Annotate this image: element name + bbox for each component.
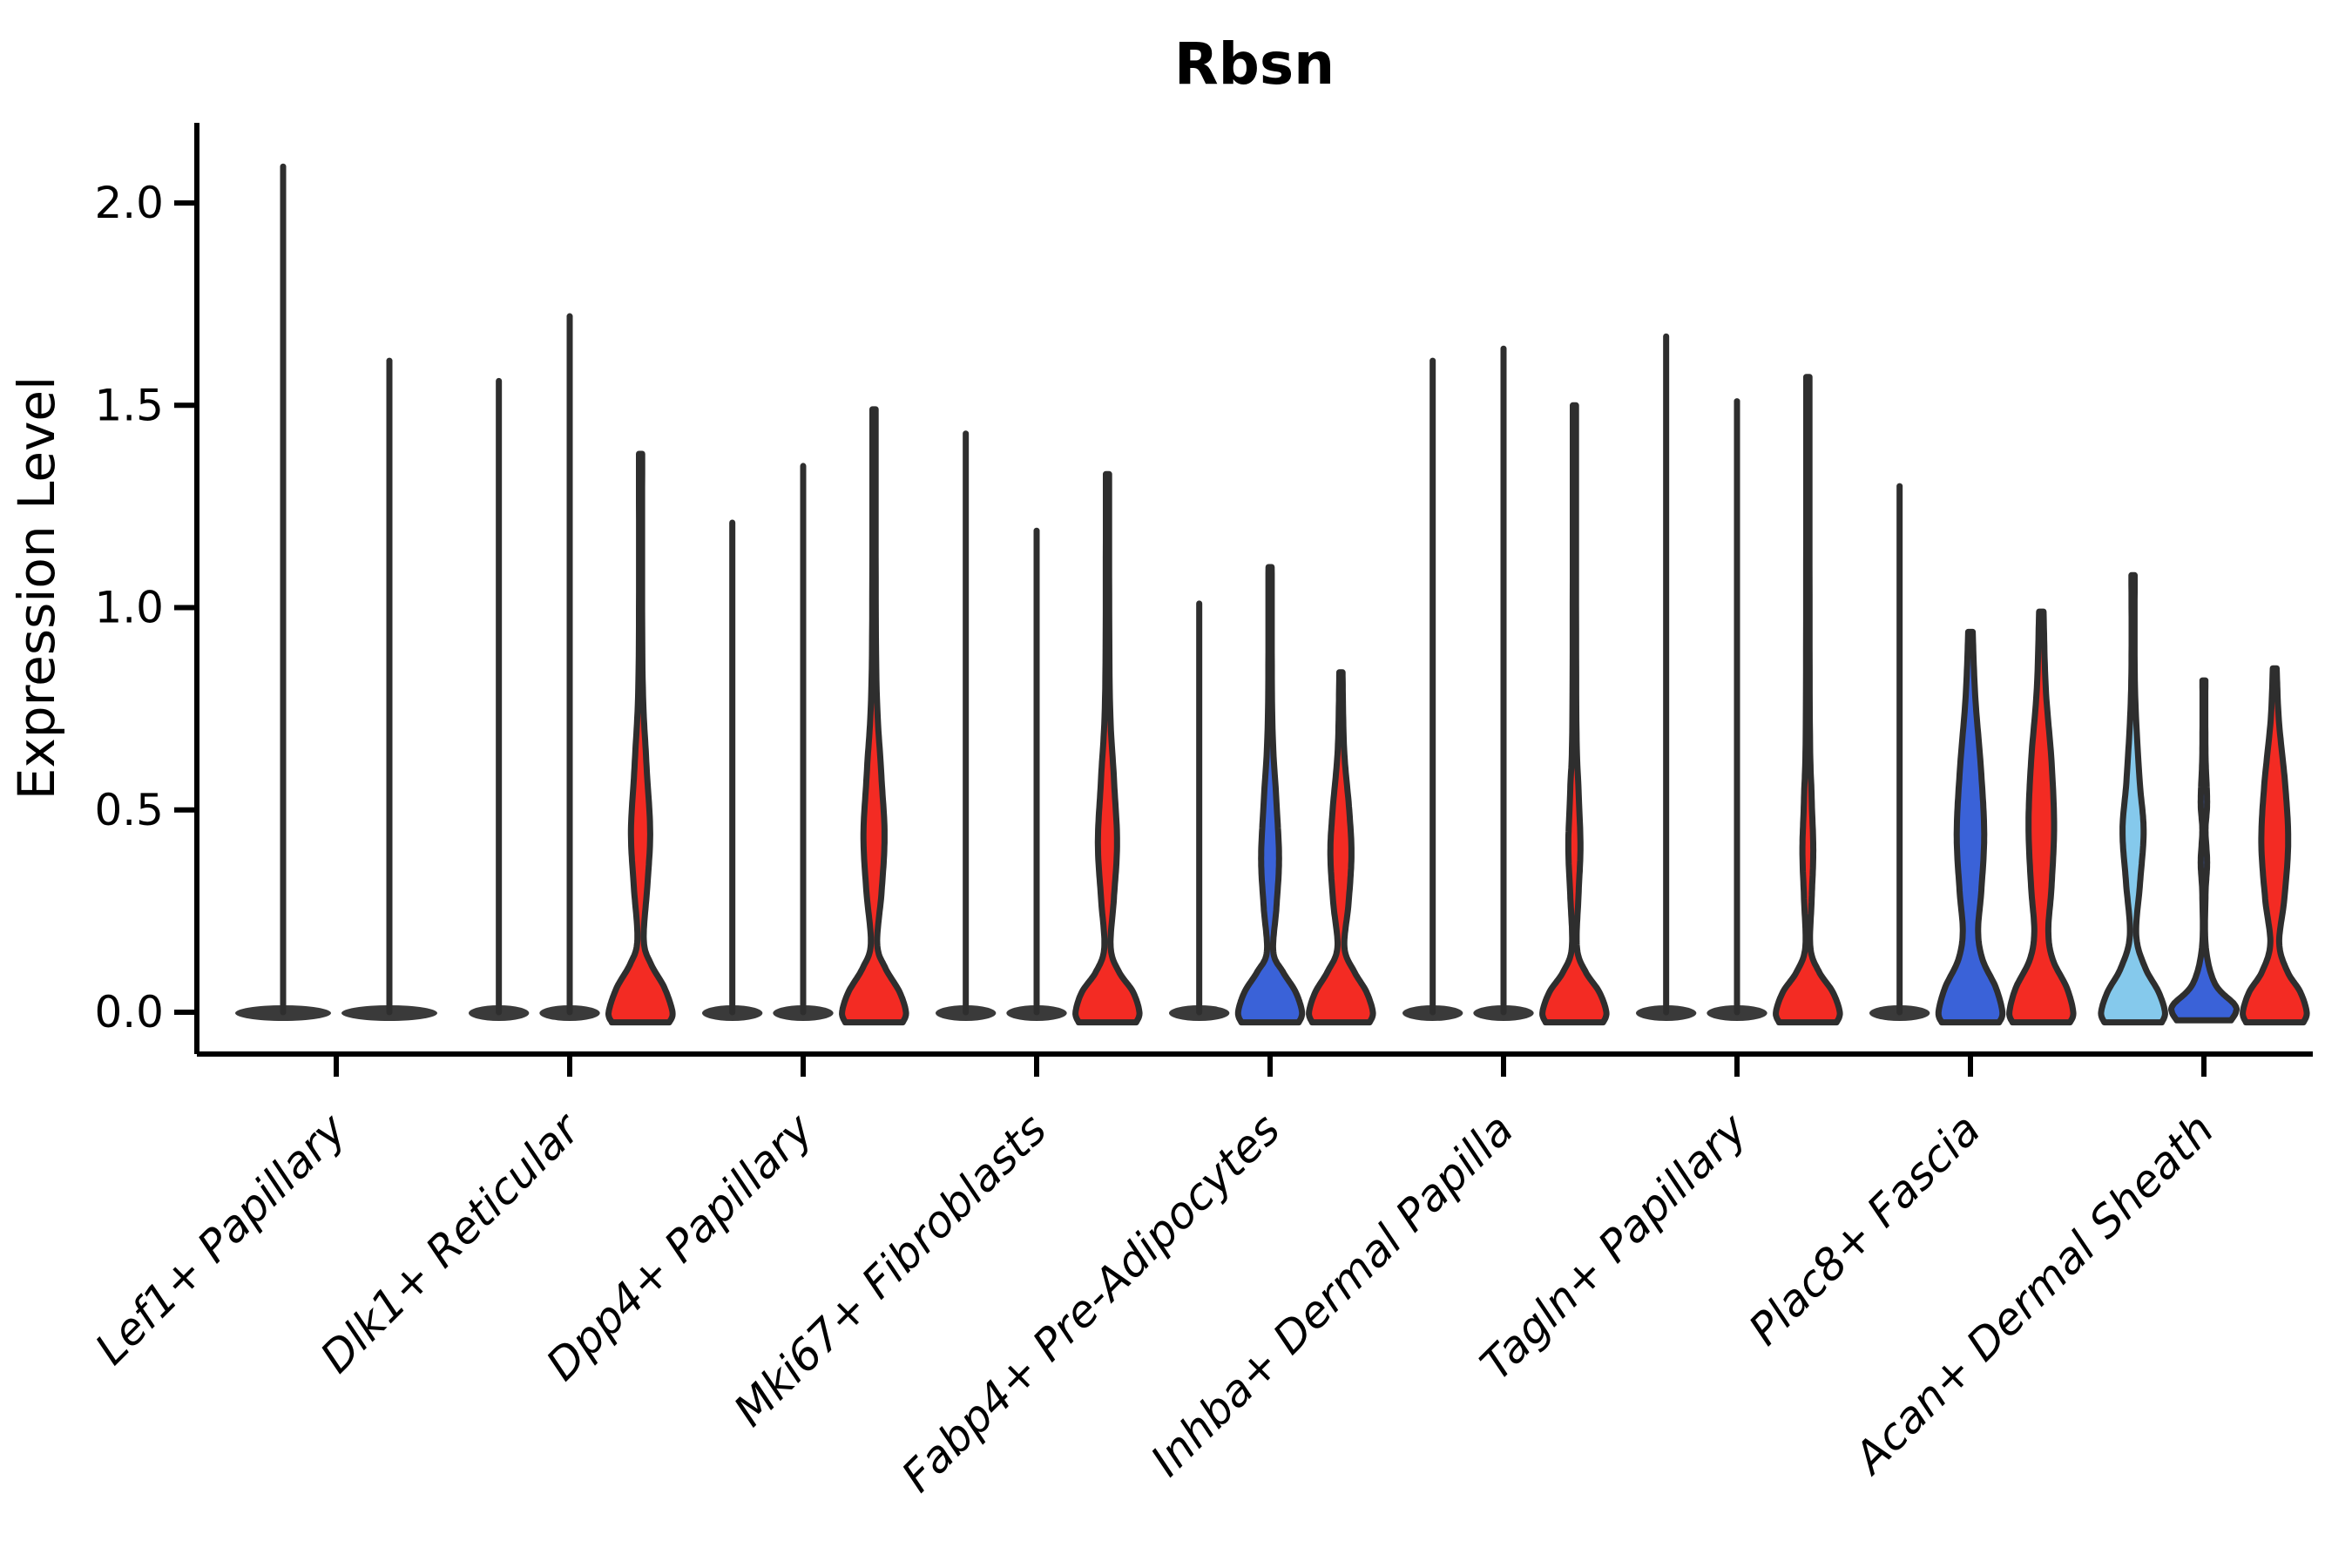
y-tick-label: 2.0 <box>94 178 164 228</box>
violin-body-lightblue <box>2098 571 2168 1026</box>
x-tick-label-1: Lef1+ Papillary <box>85 1103 356 1374</box>
violin-body-blue <box>1935 628 2006 1026</box>
x-tick-label-5: Fabp4+ Pre-Adipocytes <box>892 1104 1290 1502</box>
violin-body-blue <box>1234 564 1306 1026</box>
y-axis-label: Expression Level <box>7 376 66 800</box>
x-tick-label-2: Dlk1+ Reticular <box>311 1102 591 1382</box>
violin-body-red <box>1306 669 1376 1026</box>
y-tick-label: 1.0 <box>94 583 164 633</box>
violin-body-red <box>1773 374 1843 1026</box>
violin-body-red <box>1539 402 1610 1026</box>
violin-body-red <box>605 450 676 1026</box>
violin-body-red <box>2240 665 2310 1026</box>
y-tick-label: 0.5 <box>94 785 164 835</box>
chart-title: Rbsn <box>1174 30 1335 98</box>
y-tick-label: 1.5 <box>94 380 164 430</box>
violin-body-red <box>1072 470 1143 1026</box>
violin-body-red <box>2006 608 2077 1026</box>
x-tick-label-8: Plac8+ Fascia <box>1740 1104 1990 1355</box>
y-tick-label: 0.0 <box>94 987 164 1037</box>
violin-body-blue <box>2168 677 2240 1024</box>
violin-body-red <box>839 406 909 1026</box>
